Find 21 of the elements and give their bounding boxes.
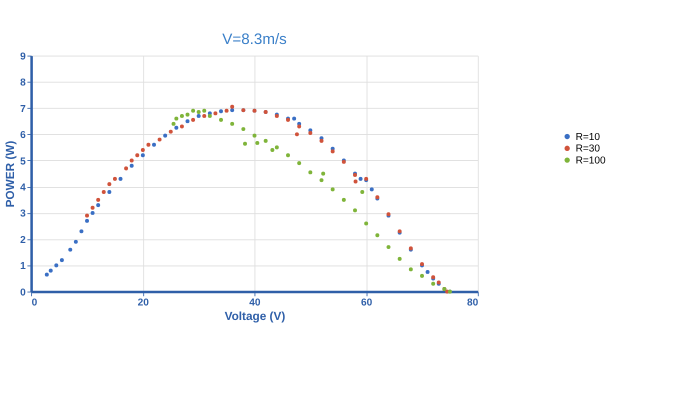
y-tick-label: 7 [20, 104, 26, 115]
y-tick-label: 1 [20, 261, 26, 272]
x-axis-title: Voltage (V) [224, 310, 286, 323]
y-tick-label: 3 [20, 208, 26, 220]
y-tick-label: 4 [20, 182, 26, 194]
y-tick-label: 2 [20, 234, 26, 246]
y-tick-label: 8 [20, 78, 26, 89]
y-tick-label: 9 [20, 51, 26, 62]
x-tick-label: 0 [32, 298, 38, 309]
y-axis-title: POWER (W) [4, 140, 18, 208]
x-tick-label: 40 [249, 298, 261, 309]
y-tick-label: 6 [20, 130, 26, 142]
x-tick-label: 20 [138, 298, 150, 309]
y-tick-label: 0 [20, 287, 26, 298]
legend-label: R=100 [576, 156, 606, 167]
x-tick-label: 60 [360, 298, 373, 309]
y-tick-label: 5 [20, 156, 26, 168]
legend-label: R=30 [576, 144, 600, 155]
x-tick-label: 80 [467, 298, 479, 309]
legend-label: R=10 [576, 132, 600, 143]
chart-title: V=8.3m/s [222, 30, 288, 48]
